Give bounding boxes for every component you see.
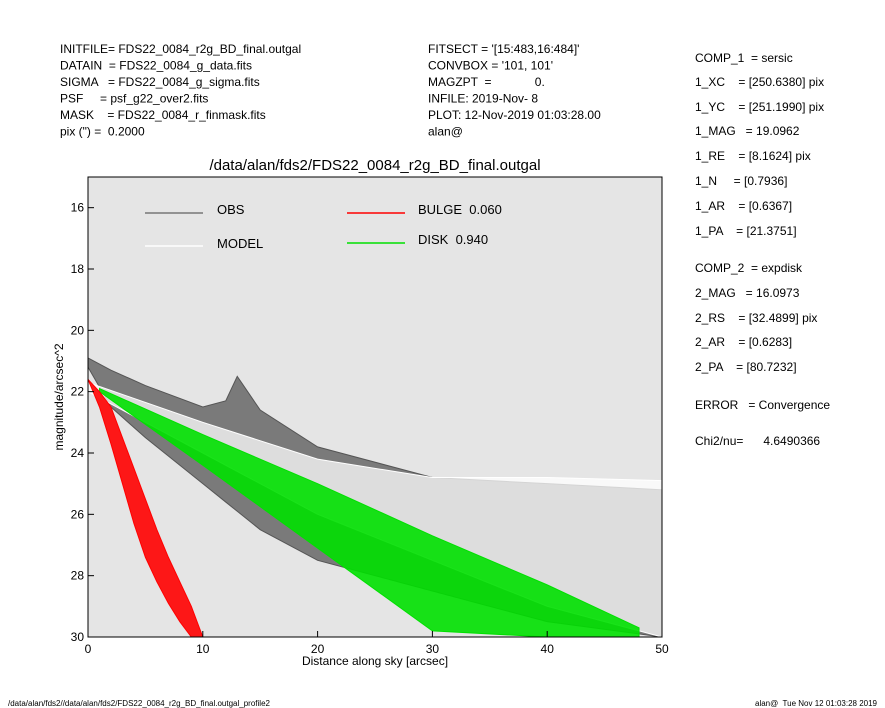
footer-left: /data/alan/fds2//data/alan/fds2/FDS22_00… [8,699,271,708]
legend-label: OBS [217,202,245,217]
x-tick-label: 50 [655,642,669,656]
y-axis-label: magnitude/arcsec^2 [52,343,66,450]
header-left-line: SIGMA = FDS22_0084_g_sigma.fits [60,75,260,89]
x-tick-label: 40 [541,642,555,656]
header-right-line: 1_YC = [251.1990] pix [695,100,824,114]
header-right-line: 2_RS = [32.4899] pix [695,311,817,325]
header-right-line: 2_PA = [80.7232] [695,360,797,374]
y-tick-label: 24 [71,446,85,460]
y-tick-label: 18 [71,262,85,276]
header-right-line: ERROR = Convergence [695,398,830,412]
x-tick-label: 0 [85,642,92,656]
y-tick-label: 30 [71,630,85,644]
header-middle-line: MAGZPT = 0. [428,75,545,89]
header-right-line: 2_AR = [0.6283] [695,335,792,349]
header-left-line: INITFILE= FDS22_0084_r2g_BD_final.outgal [60,42,301,56]
header-right-line: 1_PA = [21.3751] [695,224,797,238]
header-middle-line: CONVBOX = '101, 101' [428,59,553,73]
x-axis-label: Distance along sky [arcsec] [302,654,448,668]
y-tick-label: 26 [71,507,85,521]
header-left-line: DATAIN = FDS22_0084_g_data.fits [60,59,252,73]
x-tick-label: 20 [311,642,325,656]
chart-title: /data/alan/fds2/FDS22_0084_r2g_BD_final.… [209,157,540,174]
y-tick-label: 22 [71,385,85,399]
header-right-line: Chi2/nu= 4.6490366 [695,434,820,448]
legend-label: BULGE 0.060 [418,202,502,217]
x-tick-label: 10 [196,642,210,656]
header-middle-line: FITSECT = '[15:483,16:484]' [428,42,579,56]
header-right-line: 1_XC = [250.6380] pix [695,75,824,89]
header-middle-line: PLOT: 12-Nov-2019 01:03:28.00 [428,108,601,122]
legend-label: DISK 0.940 [418,232,488,247]
header-left-line: MASK = FDS22_0084_r_finmask.fits [60,108,266,122]
header-right-line: COMP_2 = expdisk [695,261,803,275]
header-right-line: COMP_1 = sersic [695,51,793,65]
y-tick-label: 16 [71,201,85,215]
x-tick-label: 30 [426,642,440,656]
legend-label: MODEL [217,236,263,251]
y-tick-label: 20 [71,323,85,337]
header-right-line: 2_MAG = 16.0973 [695,286,800,300]
header-left-line: pix (") = 0.2000 [60,125,145,139]
header-right-line: 1_RE = [8.1624] pix [695,149,811,163]
header-right-line: 1_AR = [0.6367] [695,199,792,213]
header-right-line: 1_MAG = 19.0962 [695,124,800,138]
plot-frame [87,176,663,638]
header-middle-line: INFILE: 2019-Nov- 8 [428,92,538,106]
header-left-line: PSF = psf_g22_over2.fits [60,92,208,106]
header-middle-line: alan@ [428,125,463,139]
header-right-line: 1_N = [0.7936] [695,174,787,188]
y-tick-label: 28 [71,569,85,583]
footer-right: alan@ Tue Nov 12 01:03:28 2019 [755,699,878,708]
